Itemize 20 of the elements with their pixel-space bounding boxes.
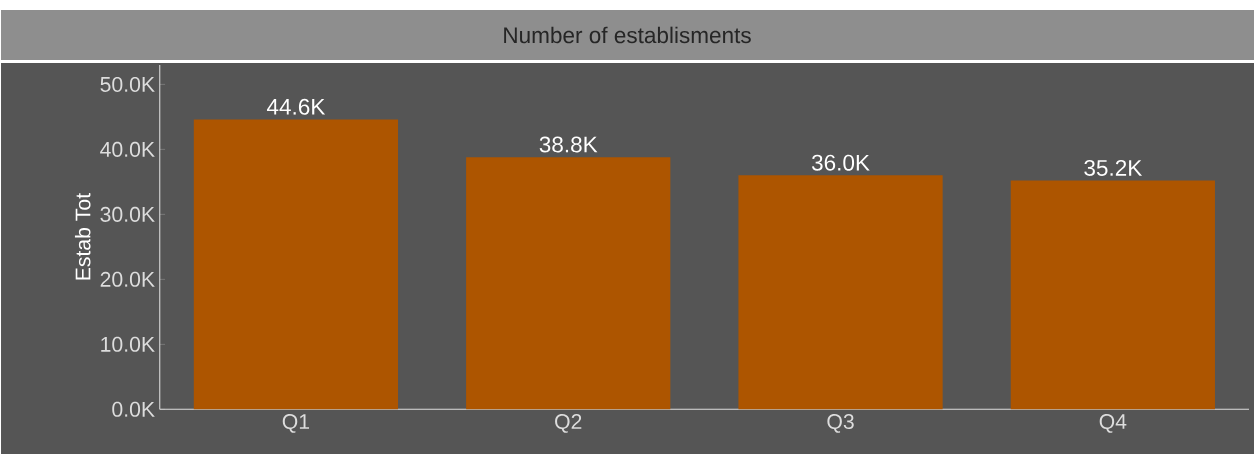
x-tick-label: Q4 <box>1099 413 1127 433</box>
data-label: 36.0K <box>811 154 870 171</box>
x-tick-label: Q2 <box>555 413 582 433</box>
y-axis-title: Estab Tot <box>74 192 91 280</box>
data-label: 38.8K <box>539 136 598 153</box>
data-label: 35.2K <box>1084 159 1143 176</box>
x-tick-label: Q1 <box>282 413 310 433</box>
chart-title: Number of establisments <box>504 26 751 44</box>
y-tick-label: 0.0K <box>112 401 155 417</box>
bar <box>193 119 399 410</box>
y-tick-label: 10.0K <box>101 336 155 352</box>
y-tick-label: 40.0K <box>100 141 155 157</box>
bar <box>738 175 943 410</box>
y-tick-label: 20.0K <box>100 271 155 287</box>
bar <box>1010 180 1215 410</box>
data-label: 44.6K <box>266 98 326 115</box>
x-tick-label: Q3 <box>827 413 854 433</box>
y-tick-label: 50.0K <box>100 76 155 92</box>
y-tick-label: 30.0K <box>100 206 155 222</box>
bar <box>466 157 671 410</box>
